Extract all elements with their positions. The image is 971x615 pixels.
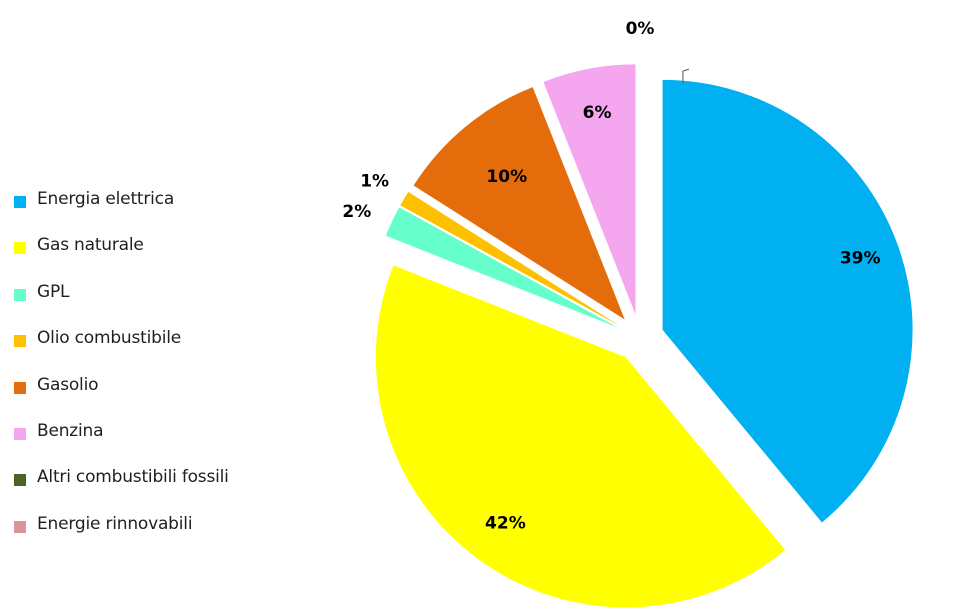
data-label-olio-combustibile: 1% — [360, 171, 389, 191]
legend-swatch — [14, 381, 26, 394]
pie-slice-gasolio — [413, 87, 625, 320]
legend-label: Olio combustibile — [37, 328, 182, 349]
legend-swatch — [14, 288, 26, 301]
leader-line — [682, 68, 690, 84]
pie-slices — [375, 64, 913, 608]
pie-slice-energia-elettrica — [662, 79, 913, 523]
data-label-gasolio: 10% — [486, 167, 527, 187]
legend-swatch — [14, 335, 26, 348]
pie-slice-benzina — [543, 64, 636, 315]
legend-swatch — [14, 196, 26, 208]
pie-data-labels: 39% 42% 2% 1% 10% 6% 0% — [342, 19, 880, 533]
legend-swatch — [14, 474, 26, 487]
legend-label: Altri combustibili fossili — [37, 467, 229, 488]
pie-slice-gpl — [385, 207, 619, 328]
pie-slice-olio-combustibile — [400, 191, 620, 326]
legend-label: Gasolio — [37, 374, 99, 395]
data-label-energia-elettrica: 39% — [840, 249, 881, 269]
legend-label: Gas naturale — [37, 235, 144, 256]
data-label-altri-combustibili-fossili: 0% — [626, 19, 655, 39]
legend-label: GPL — [37, 281, 70, 302]
data-label-gas-naturale: 42% — [485, 513, 526, 533]
data-label-gpl: 2% — [342, 202, 371, 222]
data-label-benzina: 6% — [583, 103, 612, 123]
legend-swatch — [14, 520, 26, 533]
legend-swatch — [14, 242, 26, 255]
legend-label: Benzina — [37, 420, 104, 441]
legend-label: Energia elettrica — [37, 189, 175, 209]
legend-label: Energie rinnovabili — [37, 513, 193, 534]
pie-slice-gas-naturale — [375, 265, 786, 608]
legend-swatch — [14, 427, 26, 440]
